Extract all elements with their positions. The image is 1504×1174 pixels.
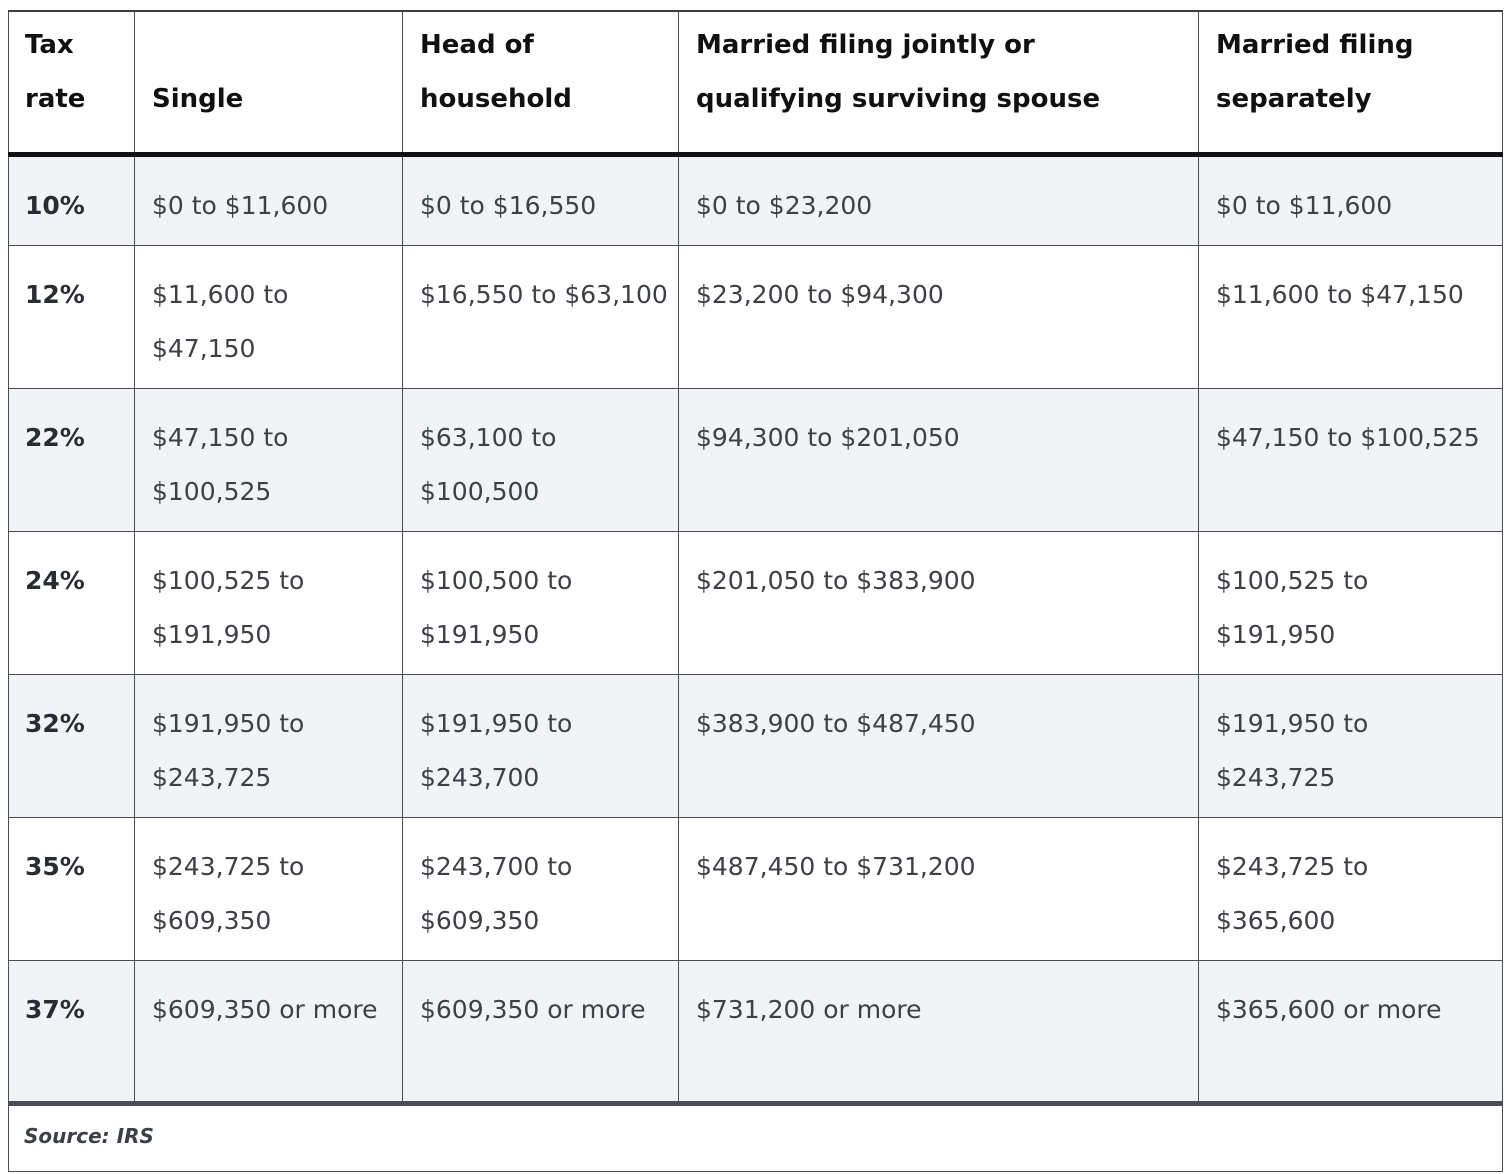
tax-rate-cell: 22% <box>8 387 135 532</box>
head-of-household-cell: $191,950 to $243,700 <box>402 673 679 818</box>
tax-rate-cell: 32% <box>8 673 135 818</box>
source-caption: Source: IRS <box>8 1100 1503 1172</box>
married-jointly-cell: $487,450 to $731,200 <box>678 816 1199 961</box>
married-separately-cell: $243,725 to $365,600 <box>1198 816 1503 961</box>
header-head-of-household: Head of household <box>402 10 679 157</box>
table-row: 24% $100,525 to $191,950 $100,500 to $19… <box>8 530 1503 675</box>
header-tax-rate: Tax rate <box>8 10 135 157</box>
single-cell: $47,150 to $100,525 <box>134 387 403 532</box>
table-row: 12% $11,600 to $47,150 $16,550 to $63,10… <box>8 244 1503 389</box>
married-separately-cell: $0 to $11,600 <box>1198 153 1503 246</box>
table-row: 37% $609,350 or more $609,350 or more $7… <box>8 959 1503 1104</box>
table-row: 10% $0 to $11,600 $0 to $16,550 $0 to $2… <box>8 153 1503 246</box>
married-separately-cell: $100,525 to $191,950 <box>1198 530 1503 675</box>
married-jointly-cell: $383,900 to $487,450 <box>678 673 1199 818</box>
tax-bracket-table: Tax rate Single Head of household Marrie… <box>8 10 1503 1172</box>
table-row: 22% $47,150 to $100,525 $63,100 to $100,… <box>8 387 1503 532</box>
tax-bracket-table-container: Tax rate Single Head of household Marrie… <box>8 10 1503 1172</box>
head-of-household-cell: $16,550 to $63,100 <box>402 244 679 389</box>
table-row: 35% $243,725 to $609,350 $243,700 to $60… <box>8 816 1503 961</box>
married-separately-cell: $191,950 to $243,725 <box>1198 673 1503 818</box>
head-of-household-cell: $243,700 to $609,350 <box>402 816 679 961</box>
married-separately-cell: $47,150 to $100,525 <box>1198 387 1503 532</box>
table-footer-row: Source: IRS <box>8 1100 1503 1172</box>
tax-rate-cell: 24% <box>8 530 135 675</box>
married-jointly-cell: $731,200 or more <box>678 959 1199 1104</box>
head-of-household-cell: $0 to $16,550 <box>402 153 679 246</box>
married-separately-cell: $11,600 to $47,150 <box>1198 244 1503 389</box>
single-cell: $243,725 to $609,350 <box>134 816 403 961</box>
header-single: Single <box>134 10 403 157</box>
table-row: 32% $191,950 to $243,725 $191,950 to $24… <box>8 673 1503 818</box>
head-of-household-cell: $63,100 to $100,500 <box>402 387 679 532</box>
head-of-household-cell: $609,350 or more <box>402 959 679 1104</box>
table-header-row: Tax rate Single Head of household Marrie… <box>8 10 1503 157</box>
tax-rate-cell: 35% <box>8 816 135 961</box>
header-married-jointly: Married filing jointly or qualifying sur… <box>678 10 1199 157</box>
tax-rate-cell: 10% <box>8 153 135 246</box>
single-cell: $609,350 or more <box>134 959 403 1104</box>
married-separately-cell: $365,600 or more <box>1198 959 1503 1104</box>
tax-rate-cell: 12% <box>8 244 135 389</box>
married-jointly-cell: $0 to $23,200 <box>678 153 1199 246</box>
header-married-separately: Married filing separately <box>1198 10 1503 157</box>
single-cell: $100,525 to $191,950 <box>134 530 403 675</box>
married-jointly-cell: $201,050 to $383,900 <box>678 530 1199 675</box>
married-jointly-cell: $94,300 to $201,050 <box>678 387 1199 532</box>
married-jointly-cell: $23,200 to $94,300 <box>678 244 1199 389</box>
single-cell: $0 to $11,600 <box>134 153 403 246</box>
single-cell: $191,950 to $243,725 <box>134 673 403 818</box>
single-cell: $11,600 to $47,150 <box>134 244 403 389</box>
head-of-household-cell: $100,500 to $191,950 <box>402 530 679 675</box>
tax-rate-cell: 37% <box>8 959 135 1104</box>
